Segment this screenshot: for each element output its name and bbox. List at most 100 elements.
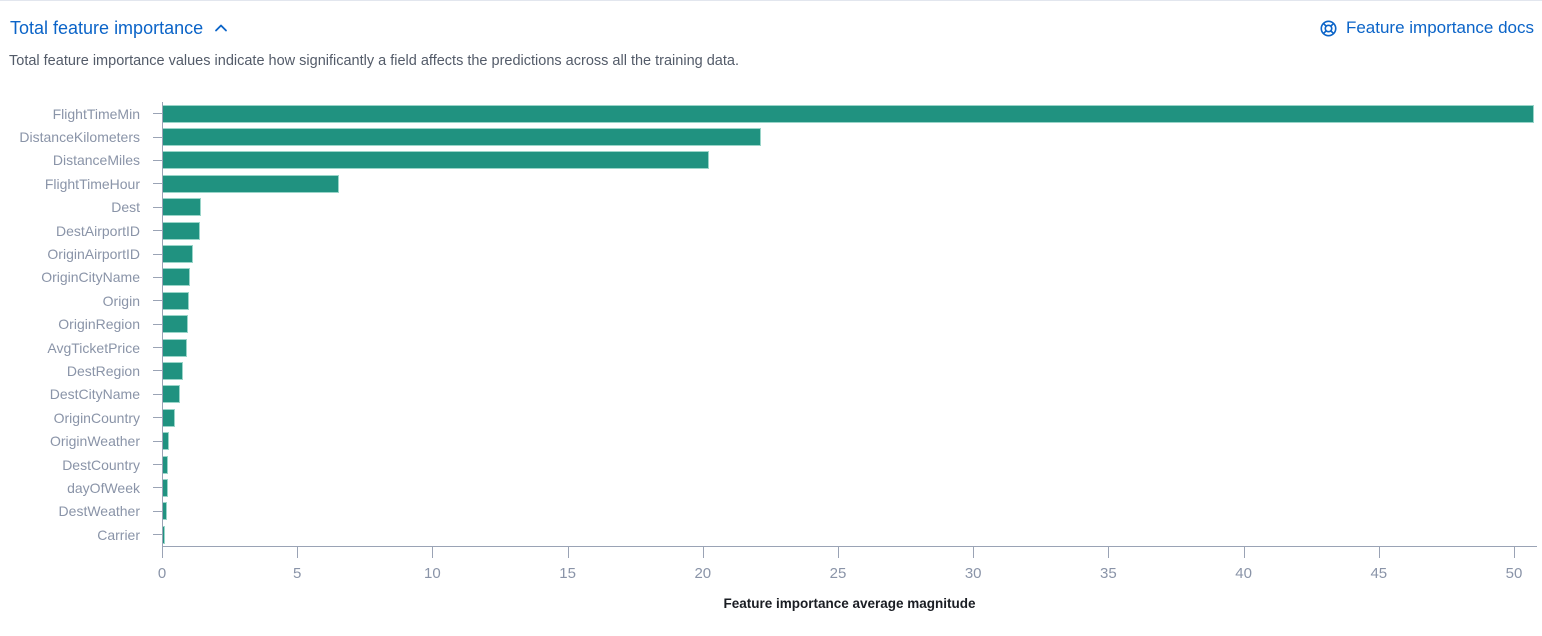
feature-importance-bar-chart: FlightTimeMin DistanceKilometers DistanceM… [0, 102, 1542, 636]
y-axis-tick-mark [153, 183, 162, 185]
feature-importance-bar[interactable] [163, 502, 168, 521]
chart-bar-row: DistanceMiles [0, 148, 1542, 173]
plot-area-row [162, 265, 1542, 290]
y-axis-tick-mark [153, 159, 162, 161]
feature-importance-bar[interactable] [163, 221, 200, 240]
x-axis-tick-mark [162, 547, 163, 559]
y-axis-label: DistanceKilometers [19, 129, 140, 146]
feature-importance-bar[interactable] [163, 361, 183, 380]
x-axis-tick-label: 45 [1370, 565, 1388, 583]
docs-link-label: Feature importance docs [1345, 18, 1534, 37]
y-axis-label: Origin [102, 292, 140, 309]
chart-bar-row: OriginCityName [0, 265, 1542, 290]
chart-bar-row: DistanceKilometers [0, 125, 1542, 149]
feature-importance-bar[interactable] [163, 174, 339, 193]
chart-bar-row: OriginAirportID [0, 242, 1542, 266]
y-axis-label: DestCityName [49, 386, 140, 403]
plot-area-row [162, 499, 1542, 524]
y-axis-tick-mark [153, 510, 162, 512]
chart-bar-row: DestRegion [0, 359, 1542, 383]
chart-bar-row: dayOfWeek [0, 476, 1542, 500]
total-feature-importance-accordion-toggle[interactable]: Total feature importance [10, 18, 229, 39]
x-axis-tick-mark [1378, 547, 1380, 559]
chart-bar-row: OriginRegion [0, 312, 1542, 336]
feature-importance-bar[interactable] [163, 291, 190, 310]
feature-importance-bar[interactable] [163, 525, 165, 544]
y-axis-tick-mark [153, 440, 162, 442]
plot-area-row [162, 335, 1542, 360]
chart-bar-row: FlightTimeHour [0, 172, 1542, 196]
plot-area-row [162, 429, 1542, 453]
plot-area-row [162, 382, 1542, 407]
feature-importance-bar[interactable] [163, 151, 710, 170]
plot-area-row [162, 359, 1542, 383]
x-axis-tick-label: 40 [1235, 565, 1252, 583]
x-axis-title: Feature importance average magnitude [723, 596, 976, 612]
feature-importance-bar[interactable] [163, 268, 191, 287]
y-axis-label: OriginRegion [58, 316, 140, 333]
y-axis-tick-mark [153, 253, 162, 255]
y-axis-tick-mark [153, 113, 162, 115]
x-axis-tick-mark [1243, 547, 1245, 559]
x-axis: 0 5 10 15 20 25 30 35 40 45 50 Feature importance … [0, 546, 1542, 636]
x-axis-tick-mark [973, 547, 975, 559]
y-axis-tick-mark [153, 417, 162, 419]
life-ring-documentation-icon [1319, 19, 1338, 38]
y-axis-tick-mark [153, 347, 162, 349]
y-axis-label: DestAirportID [55, 222, 140, 239]
y-axis-tick-mark [153, 276, 162, 278]
x-axis-tick-label: 30 [964, 565, 982, 583]
y-axis-label: DestCountry [62, 456, 140, 473]
feature-importance-bar[interactable] [163, 128, 761, 147]
feature-importance-docs-link[interactable]: Feature importance docs [1319, 18, 1534, 38]
feature-importance-bar[interactable] [163, 104, 1534, 123]
feature-importance-bar[interactable] [163, 385, 180, 404]
chart-bar-row: AvgTicketPrice [0, 335, 1542, 360]
x-axis-tick-label: 5 [293, 565, 302, 583]
plot-area-row [162, 125, 1542, 149]
panel-description: Total feature importance values indicate… [9, 53, 739, 69]
plot-area-row [162, 172, 1542, 196]
y-axis-tick-mark [153, 370, 162, 372]
x-axis-tick-label: 0 [157, 565, 167, 583]
x-axis-line [162, 546, 1537, 548]
x-axis-tick-label: 20 [694, 565, 712, 583]
y-axis-label: dayOfWeek [67, 479, 140, 496]
chart-bar-row: OriginCountry [0, 406, 1542, 430]
feature-importance-bar[interactable] [163, 315, 189, 334]
chart-rows: FlightTimeMin DistanceKilometers DistanceM… [0, 102, 1542, 547]
panel-header: Total feature importance Feature importa… [10, 13, 1534, 43]
feature-importance-bar[interactable] [163, 338, 187, 357]
y-axis-tick-mark [153, 393, 162, 395]
plot-area-row [162, 523, 1542, 547]
x-axis-tick-label: 15 [559, 565, 576, 583]
y-axis-tick-mark [153, 464, 162, 466]
feature-importance-bar[interactable] [163, 198, 201, 217]
y-axis-label: FlightTimeHour [44, 175, 140, 192]
chart-bar-row: Origin [0, 289, 1542, 313]
plot-area-row [162, 218, 1542, 243]
x-axis-tick-label: 50 [1505, 565, 1523, 583]
feature-importance-bar[interactable] [163, 455, 169, 474]
feature-importance-bar[interactable] [163, 245, 194, 264]
chart-bar-row: Dest [0, 195, 1542, 219]
x-axis-tick-mark [297, 547, 299, 559]
x-axis-tick-mark [1108, 547, 1110, 559]
x-axis-tick-mark [702, 547, 704, 559]
feature-importance-bar[interactable] [163, 478, 169, 497]
plot-area-row [162, 476, 1542, 500]
x-axis-tick-mark [567, 547, 569, 559]
x-axis-tick-mark [838, 547, 839, 559]
y-axis-label: DistanceMiles [52, 152, 140, 169]
y-axis-label: OriginAirportID [47, 246, 140, 263]
x-axis-tick-label: 10 [424, 565, 441, 583]
x-axis-tick-label: 25 [829, 565, 847, 583]
y-axis-label: OriginCountry [53, 409, 140, 426]
chart-bar-row: OriginWeather [0, 429, 1542, 453]
chevron-up-icon [213, 20, 229, 36]
plot-area-row [162, 406, 1542, 430]
y-axis-label: Carrier [97, 526, 140, 543]
plot-area-row [162, 195, 1542, 219]
feature-importance-bar[interactable] [163, 432, 170, 451]
feature-importance-bar[interactable] [163, 408, 175, 427]
